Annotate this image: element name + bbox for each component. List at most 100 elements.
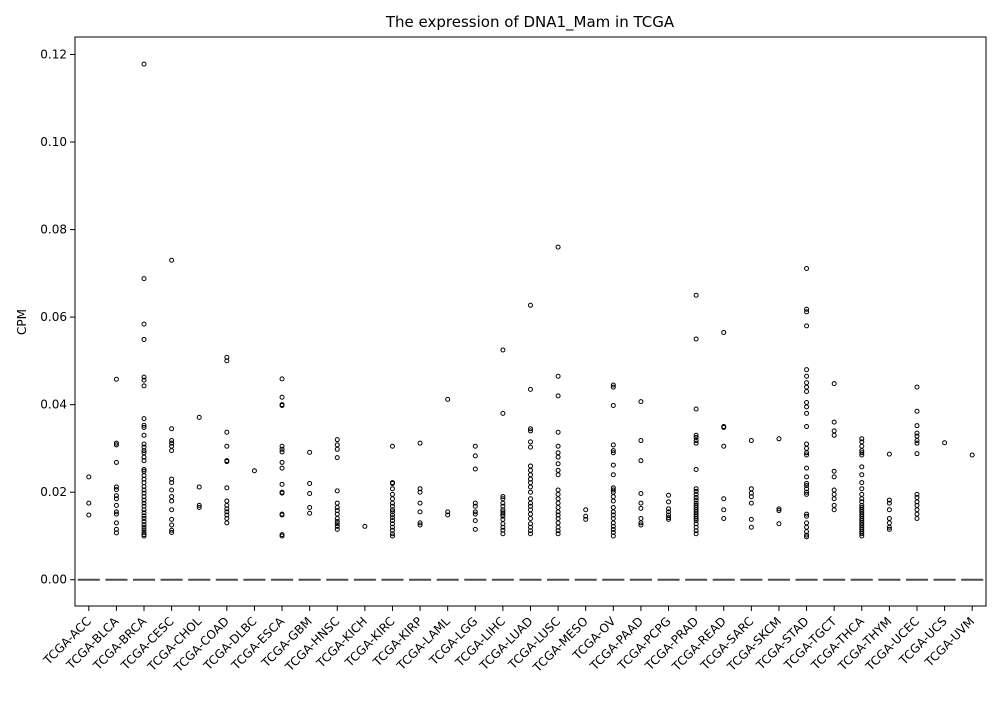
outlier-point <box>196 502 202 508</box>
box <box>933 578 956 581</box>
outlier-point <box>831 507 837 513</box>
outlier-point <box>334 519 340 525</box>
outlier-point <box>389 512 395 518</box>
outlier-point <box>610 505 616 511</box>
outlier-point <box>141 524 147 530</box>
outlier-point <box>859 496 865 502</box>
y-tick-label: 0.00 <box>40 573 67 587</box>
outlier-point <box>472 453 478 459</box>
outlier-point <box>859 486 865 492</box>
outlier-point <box>528 484 533 490</box>
outlier-point <box>914 384 920 390</box>
outlier-point <box>555 467 561 473</box>
outlier-point <box>279 449 285 455</box>
outlier-point <box>528 302 533 308</box>
outlier-point <box>500 524 506 530</box>
outlier-point <box>141 321 147 327</box>
outlier-point <box>693 466 699 472</box>
outlier-point <box>472 500 478 506</box>
outlier-point <box>141 500 147 506</box>
outlier-point <box>500 347 506 353</box>
outlier-point <box>886 497 892 503</box>
outlier-point <box>141 519 147 525</box>
outlier-point <box>693 528 699 534</box>
outlier-point <box>748 438 754 444</box>
outlier-point <box>141 422 147 428</box>
box <box>271 578 294 581</box>
outlier-point <box>859 464 865 470</box>
outlier-point <box>113 484 119 490</box>
outlier-point <box>279 533 285 539</box>
outlier-point <box>831 491 837 497</box>
outlier-point <box>555 487 561 493</box>
outlier-point <box>169 516 175 522</box>
box <box>298 578 321 581</box>
box <box>823 578 846 581</box>
outlier-point <box>417 500 423 506</box>
outlier-point <box>804 513 810 519</box>
outlier-point <box>362 523 368 529</box>
outlier-point <box>224 358 230 364</box>
outlier-point <box>528 467 533 473</box>
outlier-point <box>169 527 175 533</box>
outlier-point <box>886 451 892 457</box>
outlier-point <box>804 489 810 495</box>
outlier-point <box>831 502 837 508</box>
outlier-point <box>279 512 285 518</box>
outlier-point <box>141 527 147 533</box>
outlier-point <box>224 459 230 465</box>
outlier-point <box>886 515 892 521</box>
outlier-point <box>831 468 837 474</box>
outlier-point <box>610 498 616 504</box>
outlier-point <box>638 438 644 444</box>
outlier-point <box>804 399 810 405</box>
outlier-point <box>279 490 285 496</box>
outlier-point <box>859 491 865 497</box>
outlier-point <box>886 500 892 506</box>
outlier-point <box>804 445 810 451</box>
box <box>629 578 652 581</box>
box <box>602 578 625 581</box>
outlier-point <box>804 367 810 373</box>
outlier-point <box>555 450 561 456</box>
box <box>795 578 818 581</box>
outlier-point <box>445 509 451 515</box>
outlier-point <box>693 497 699 503</box>
outlier-point <box>804 450 810 456</box>
outlier-point <box>914 440 920 446</box>
box <box>77 578 100 581</box>
outlier-point <box>859 443 865 449</box>
outlier-point <box>804 452 810 458</box>
outlier-point <box>804 520 810 526</box>
outlier-point <box>113 376 119 382</box>
outlier-point <box>169 480 175 486</box>
outlier-point <box>804 389 810 395</box>
outlier-point <box>831 381 837 387</box>
outlier-point <box>693 336 699 342</box>
outlier-point <box>555 443 561 449</box>
outlier-point <box>804 532 810 538</box>
outlier-point <box>169 440 175 446</box>
outlier-point <box>389 509 395 515</box>
outlier-point <box>334 526 340 532</box>
outlier-point <box>279 403 285 409</box>
outlier-point <box>528 472 533 478</box>
outlier-point <box>666 516 672 522</box>
outlier-point <box>804 410 810 416</box>
outlier-point <box>693 488 699 494</box>
outlier-point <box>610 462 616 468</box>
box <box>326 578 349 581</box>
outlier-point <box>196 484 202 490</box>
outlier-point <box>169 498 175 504</box>
box <box>409 578 432 581</box>
outlier-point <box>307 491 313 497</box>
outlier-point <box>500 531 506 537</box>
outlier-point <box>804 524 810 530</box>
outlier-point <box>528 489 533 495</box>
outlier-point <box>417 489 423 495</box>
outlier-point <box>583 507 589 513</box>
outlier-point <box>113 496 119 502</box>
outlier-point <box>886 526 892 532</box>
outlier-point <box>141 374 147 380</box>
